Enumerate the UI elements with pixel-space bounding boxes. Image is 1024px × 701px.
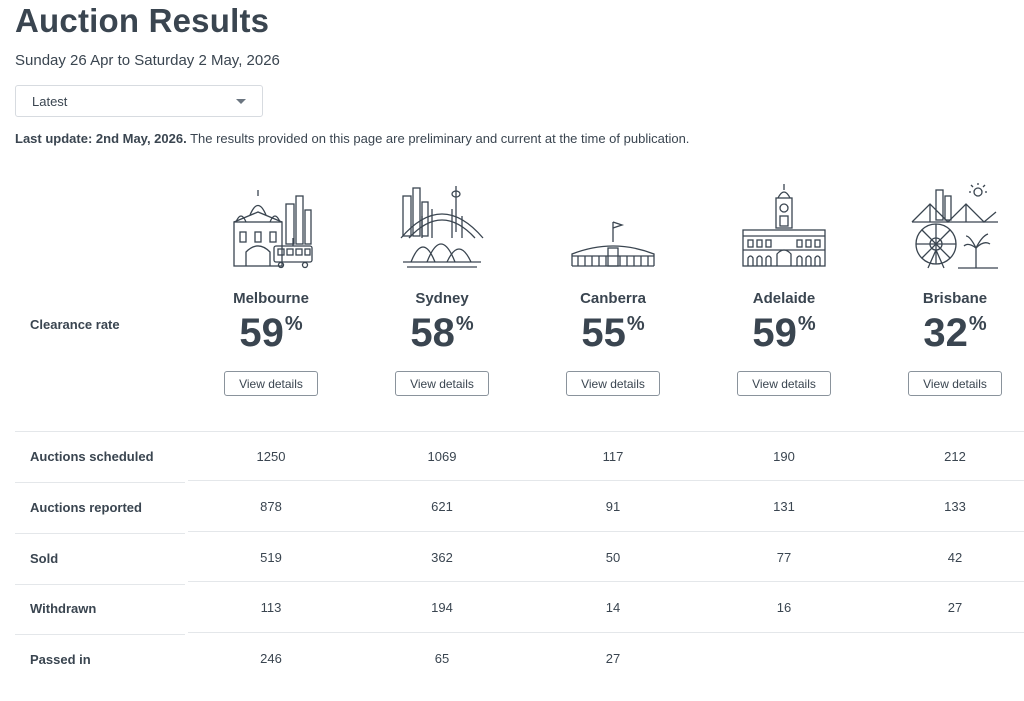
chevron-down-icon [236,98,246,104]
parliament-house-icon [571,221,655,267]
city-name-brisbane: Brisbane [922,290,988,307]
clearance-value-canberra: 55 [581,311,626,355]
percent-sign: % [968,313,987,335]
clearance-value-adelaide: 59 [752,311,797,355]
city-column-brisbane: Brisbane 32% View details [885,182,1024,396]
percent-sign: % [626,313,645,335]
view-details-button-canberra[interactable]: View details [566,371,660,396]
row-divider [15,634,185,635]
sydney-opera-house-icon [400,186,484,268]
city-name-canberra: Canberra [580,290,646,307]
row-divider [15,533,185,534]
clearance-value-melbourne: 59 [239,311,284,355]
row-label: Auctions reported [30,500,142,515]
adelaide-town-hall-icon [742,184,826,267]
percent-sign: % [455,313,474,335]
city-name-sydney: Sydney [415,290,469,307]
row-label: Withdrawn [30,601,97,616]
row-divider [188,531,1024,532]
city-column-canberra: Canberra 55% View details [543,182,683,396]
table-cell: 1250 [256,449,286,464]
clearance-value-brisbane: 32 [923,311,968,355]
table-cell: 77 [776,550,792,565]
update-notice-date: Last update: 2nd May, 2026. [15,131,187,146]
table-cell: 117 [602,449,624,464]
clearance-value-sydney: 58 [410,311,455,355]
table-cell: 27 [605,651,621,666]
table-cell: 519 [260,550,282,565]
table-cell: 878 [260,499,282,514]
view-details-button-brisbane[interactable]: View details [908,371,1002,396]
percent-sign: % [797,313,816,335]
date-range: Sunday 26 Apr to Saturday 2 May, 2026 [15,52,280,69]
view-details-button-adelaide[interactable]: View details [737,371,831,396]
table-cell: 27 [947,600,963,615]
table-cell: 91 [605,499,621,514]
table-cell: 16 [776,600,792,615]
row-label: Sold [30,551,59,566]
view-details-button-melbourne[interactable]: View details [224,371,318,396]
row-divider [15,431,1024,432]
table-cell: 212 [944,449,966,464]
view-details-button-sydney[interactable]: View details [395,371,489,396]
table-cell: 194 [431,600,453,615]
table-cell: 131 [773,499,795,514]
row-divider [188,480,1024,481]
table-cell: 362 [431,550,453,565]
update-notice-text: The results provided on this page are pr… [186,131,690,146]
row-divider [188,581,1024,582]
row-divider [15,584,185,585]
table-cell: 65 [434,651,450,666]
row-label: Auctions scheduled [30,449,154,464]
clearance-rate-label: Clearance rate [30,317,120,332]
period-select[interactable]: Latest [15,85,263,117]
percent-sign: % [284,313,303,335]
city-column-adelaide: Adelaide 59% View details [714,182,854,396]
melbourne-skyline-icon [233,190,313,269]
clearance-rate-sydney: 58% [372,311,512,355]
table-cell: 190 [773,449,795,464]
period-select-value: Latest [32,93,68,109]
city-column-sydney: Sydney 58% View details [372,182,512,396]
city-name-adelaide: Adelaide [752,290,816,307]
table-cell: 246 [260,651,282,666]
clearance-rate-brisbane: 32% [885,311,1024,355]
table-cell: 1069 [427,449,457,464]
page-title: Auction Results [15,2,270,39]
clearance-rate-melbourne: 59% [201,311,341,355]
table-cell: 621 [431,499,453,514]
table-cell: 42 [947,550,963,565]
table-cell: 14 [605,600,621,615]
row-divider [15,482,185,483]
table-cell: 50 [605,550,621,565]
table-cell: 133 [944,499,966,514]
city-name-melbourne: Melbourne [233,290,309,307]
row-label: Passed in [30,652,91,667]
row-divider [188,632,1024,633]
brisbane-story-bridge-icon [911,183,998,269]
update-notice: Last update: 2nd May, 2026. The results … [15,131,689,146]
clearance-rate-canberra: 55% [543,311,683,355]
clearance-rate-adelaide: 59% [714,311,854,355]
table-cell: 113 [260,600,282,615]
city-column-melbourne: Melbourne 59% View details [201,182,341,396]
